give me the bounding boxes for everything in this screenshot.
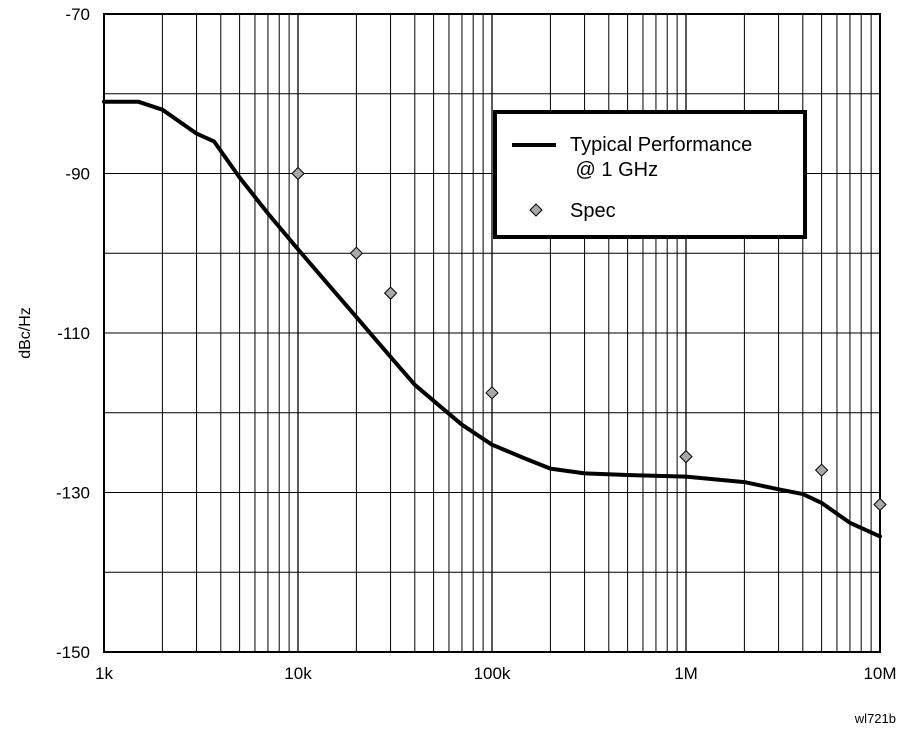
figure-id: wl721b (854, 711, 896, 726)
x-tick-label: 10M (863, 664, 896, 683)
typical-performance-line (102, 99, 882, 539)
y-tick-label: -70 (65, 5, 90, 24)
grid (104, 14, 880, 652)
legend-entry-typical: Typical Performance @ 1 GHz (570, 134, 752, 181)
y-tick-label: -90 (65, 165, 90, 184)
x-tick-label: 10k (284, 664, 312, 683)
legend-box (493, 110, 807, 239)
legend-entry-typical-line: Typical Performance (570, 134, 752, 156)
spec-point (349, 246, 364, 260)
plot-frame (103, 13, 881, 653)
spec-point (873, 497, 887, 512)
y-tick-label: -150 (56, 643, 90, 662)
spec-point (485, 386, 499, 400)
y-tick-labels: -70 -90 -110 -130 -150 (56, 5, 90, 662)
x-tick-label: 100k (474, 664, 511, 683)
spec-point (679, 449, 693, 464)
spec-point (383, 286, 398, 300)
spec-point (291, 166, 305, 181)
legend-diamond-swatch (529, 203, 543, 217)
x-tick-label: 1k (95, 664, 113, 683)
x-tick-labels: 1k 10k 100k 1M 10M (95, 664, 897, 683)
series (102, 99, 887, 539)
legend-entry-typical-line: @ 1 GHz (570, 159, 658, 181)
y-tick-label: -110 (57, 324, 90, 343)
legend-entry-spec: Spec (570, 200, 616, 222)
y-tick-label: -130 (56, 484, 90, 503)
y-axis-label: dBc/Hz (17, 307, 34, 359)
legend: Typical Performance @ 1 GHz Spec (493, 110, 807, 239)
x-tick-label: 1M (674, 664, 698, 683)
spec-point (814, 463, 829, 477)
